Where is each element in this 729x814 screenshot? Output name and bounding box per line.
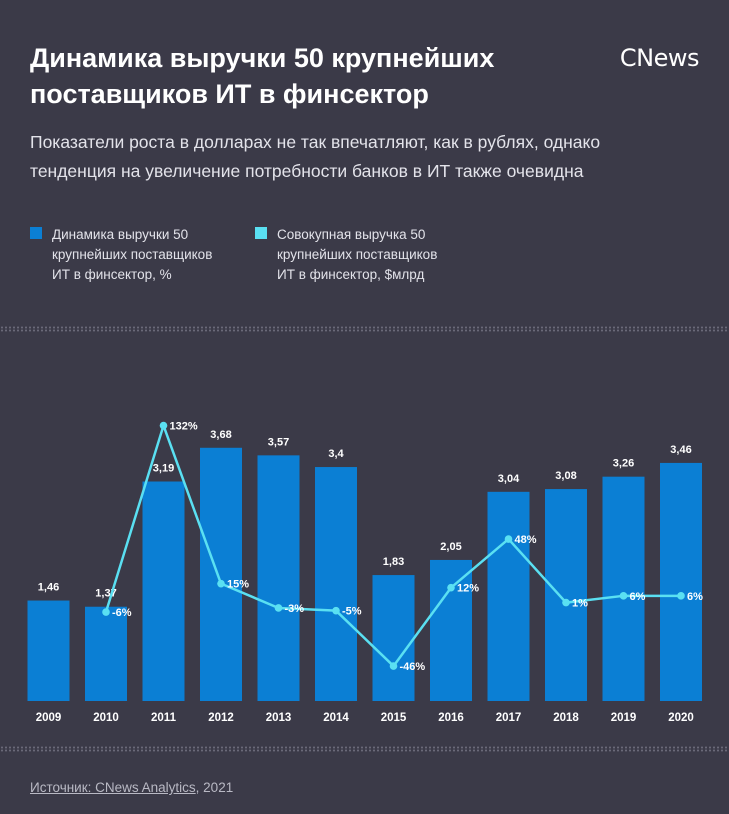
source-year: , 2021 — [195, 780, 234, 795]
x-tick-2017: 2017 — [496, 712, 522, 724]
x-tick-2011: 2011 — [151, 712, 177, 724]
bar-label-2018: 3,08 — [555, 470, 576, 482]
x-tick-2015: 2015 — [381, 712, 407, 724]
line-label-2010: -6% — [112, 607, 132, 619]
divider-top — [0, 326, 729, 332]
x-tick-2014: 2014 — [323, 712, 349, 724]
bar-2012 — [200, 447, 242, 701]
bar-2016 — [430, 559, 472, 701]
bar-2010 — [85, 606, 127, 701]
source-note: Источник: CNews Analytics, 2021 — [30, 780, 233, 795]
chart-title: Динамика выручки 50 крупнейших поставщик… — [30, 43, 495, 109]
bar-label-2020: 3,46 — [670, 444, 691, 456]
line-point-2018 — [562, 598, 570, 607]
x-tick-2020: 2020 — [668, 712, 694, 724]
bar-2019 — [602, 476, 645, 701]
bar-2011 — [142, 481, 185, 701]
bar-label-2016: 2,05 — [440, 541, 461, 553]
legend-swatch-bar — [30, 227, 42, 239]
line-point-2017 — [504, 535, 513, 543]
bar-label-2011: 3,19 — [153, 462, 174, 474]
line-point-2015 — [389, 662, 398, 670]
line-point-2016 — [447, 583, 455, 592]
x-tick-2010: 2010 — [93, 712, 119, 724]
line-label-2015: -46% — [400, 661, 426, 673]
line-label-2020: 6% — [687, 591, 703, 603]
bar-label-2017: 3,04 — [498, 473, 520, 485]
legend-label-revenue-dynamics: Динамика выручки 50 крупнейших поставщик… — [52, 227, 213, 282]
line-point-2012 — [217, 579, 225, 588]
bar-2014 — [315, 467, 357, 701]
line-point-2019 — [619, 592, 628, 600]
bar-label-2013: 3,57 — [268, 436, 289, 448]
x-tick-2009: 2009 — [36, 712, 62, 724]
line-point-2013 — [274, 604, 283, 612]
legend-label-total-revenue: Совокупная выручка 50 крупнейших поставщ… — [277, 227, 438, 282]
divider-bottom — [0, 746, 729, 752]
chart-area: 1,4620091,3720103,1920113,6820123,572013… — [27, 421, 703, 724]
line-label-2013: -3% — [285, 603, 305, 615]
cnews-logo[interactable]: CNews — [619, 44, 700, 72]
bar-2015 — [372, 575, 415, 701]
bar-label-2009: 1,46 — [38, 582, 59, 594]
line-label-2017: 48% — [515, 534, 537, 546]
bar-2020 — [660, 462, 702, 701]
bar-label-2015: 1,83 — [383, 556, 404, 568]
line-label-2012: 15% — [227, 579, 249, 591]
bar-2018 — [545, 489, 587, 701]
line-label-2014: -5% — [342, 606, 362, 618]
source-link[interactable]: Источник: CNews Analytics — [30, 780, 196, 795]
line-point-2014 — [332, 606, 340, 615]
x-tick-2013: 2013 — [266, 712, 292, 724]
line-point-2011 — [159, 421, 168, 430]
line-point-2010 — [102, 608, 110, 616]
bar-2013 — [257, 455, 300, 701]
line-point-2020 — [677, 592, 685, 600]
line-label-2019: 6% — [630, 591, 646, 603]
line-label-2016: 12% — [457, 583, 479, 595]
bar-2009 — [27, 600, 70, 701]
legend: Динамика выручки 50 крупнейших поставщик… — [30, 225, 510, 305]
line-label-2011: 132% — [170, 421, 198, 433]
bar-label-2014: 3,4 — [328, 448, 344, 460]
legend-swatch-line — [255, 227, 267, 239]
bar-2017 — [487, 491, 530, 701]
line-label-2018: 1% — [572, 598, 588, 610]
bar-label-2019: 3,26 — [613, 458, 634, 470]
x-tick-2016: 2016 — [438, 712, 464, 724]
x-tick-2018: 2018 — [553, 712, 579, 724]
x-tick-2019: 2019 — [611, 712, 637, 724]
x-tick-2012: 2012 — [208, 712, 234, 724]
bar-label-2012: 3,68 — [210, 429, 231, 441]
chart-subtitle: Показатели роста в долларах не так впеча… — [30, 132, 601, 181]
